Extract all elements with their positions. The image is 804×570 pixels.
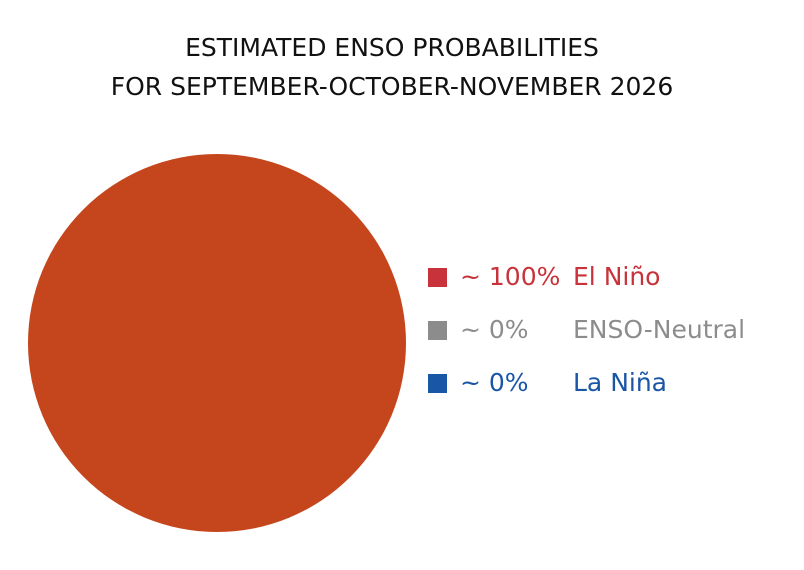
legend-label: El Niño	[573, 262, 660, 291]
legend-swatch	[428, 268, 447, 287]
legend-label: La Niña	[573, 368, 667, 397]
chart-title: ESTIMATED ENSO PROBABILITIES	[185, 33, 599, 62]
legend-value-label: ~ 100%	[460, 262, 560, 291]
pie-slice	[28, 154, 406, 532]
legend-value-label: ~ 0%	[460, 315, 529, 344]
legend-swatch	[428, 321, 447, 340]
legend-value-label: ~ 0%	[460, 368, 529, 397]
legend-label: ENSO-Neutral	[573, 315, 745, 344]
legend-swatch	[428, 374, 447, 393]
chart-title: FOR SEPTEMBER-OCTOBER-NOVEMBER 2026	[111, 72, 673, 101]
